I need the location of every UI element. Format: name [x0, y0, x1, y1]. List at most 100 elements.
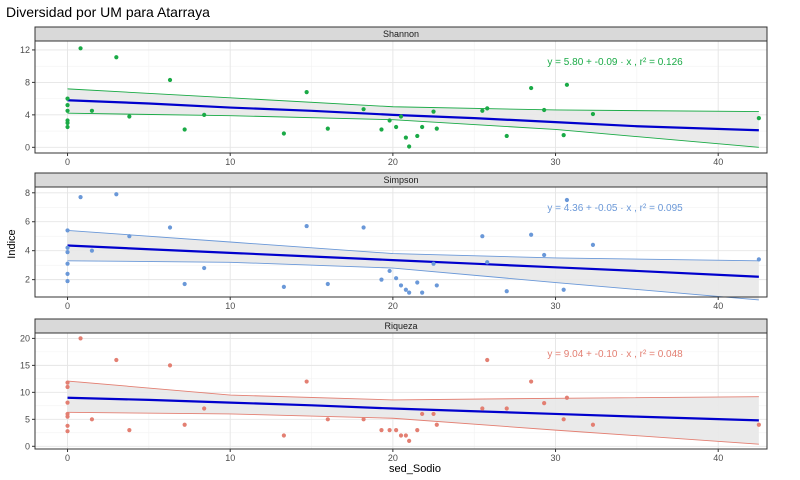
data-point [65, 118, 70, 123]
data-point [434, 283, 439, 288]
data-point [325, 281, 330, 287]
panel-simpson: Simpson y = 4.36 + -0.05 · x , r² = 0.095… [25, 172, 768, 311]
data-point [398, 114, 404, 119]
data-point [529, 379, 534, 384]
confidence-band [67, 381, 759, 445]
y-tick-label: 12 [20, 45, 30, 55]
data-point [167, 363, 173, 368]
data-point [65, 380, 70, 385]
data-point [542, 401, 547, 406]
y-axis: 0 5 10 15 20 [20, 333, 35, 451]
data-point [756, 116, 761, 121]
confidence-band [67, 88, 759, 148]
data-point [65, 400, 70, 405]
data-point [65, 250, 70, 255]
data-point [114, 357, 119, 363]
data-point [65, 108, 70, 113]
x-tick-label: 0 [65, 453, 70, 463]
y-tick-label: 2 [25, 275, 30, 285]
panel-border [34, 40, 768, 154]
data-point [114, 55, 119, 60]
data-point [434, 126, 439, 131]
data-point [403, 433, 408, 438]
data-point [431, 261, 436, 266]
data-point [167, 225, 173, 230]
data-point [504, 289, 509, 294]
x-tick-label: 10 [225, 453, 235, 463]
data-point [304, 90, 309, 95]
y-tick-label: 6 [25, 217, 30, 227]
data-point [756, 422, 761, 427]
x-tick-label: 0 [65, 301, 70, 311]
data-point [407, 290, 412, 295]
facet-panels: Shannon y = 5.80 + -0.09 · x , r² = 0.126… [20, 26, 768, 463]
data-point [65, 429, 70, 434]
confidence-lower-line [67, 260, 759, 301]
confidence-upper-line [67, 229, 759, 262]
x-tick-label: 40 [713, 301, 723, 311]
x-axis: 0 10 20 30 40 [65, 297, 723, 311]
confidence-lower-line [67, 112, 759, 148]
data-point [304, 223, 309, 229]
y-tick-label: 5 [25, 414, 30, 424]
data-point [89, 108, 95, 113]
x-tick-label: 30 [551, 453, 561, 463]
trend-line [67, 396, 759, 422]
x-tick-label: 40 [713, 157, 723, 167]
data-point [394, 428, 399, 433]
y-tick-label: 15 [20, 360, 30, 370]
chart-title: Diversidad por UM para Atarraya [6, 4, 210, 20]
data-points [65, 192, 761, 295]
data-point [420, 124, 425, 130]
strip-label: Shannon [383, 29, 419, 39]
data-point [361, 417, 366, 422]
confidence-upper-line [67, 380, 759, 401]
panel-border [34, 186, 768, 298]
data-point [182, 422, 187, 427]
data-point [65, 384, 70, 390]
data-point [281, 284, 286, 289]
x-tick-label: 30 [551, 157, 561, 167]
data-point [415, 428, 420, 433]
data-point [407, 438, 412, 444]
y-tick-label: 8 [25, 77, 30, 87]
data-point [387, 428, 392, 433]
data-point [415, 280, 420, 285]
data-point [127, 114, 132, 119]
x-tick-label: 20 [388, 157, 398, 167]
data-point [485, 106, 490, 111]
regression-equation: y = 4.36 + -0.05 · x , r² = 0.095 [547, 203, 683, 214]
data-point [394, 124, 399, 130]
data-points [65, 336, 761, 444]
y-tick-label: 0 [25, 441, 30, 451]
y-axis-title: Indice [6, 229, 18, 258]
data-point [485, 357, 490, 363]
data-point [564, 197, 570, 203]
data-point [89, 417, 95, 422]
confidence-band [67, 230, 759, 300]
data-point [65, 261, 70, 266]
data-point [78, 46, 83, 51]
data-point [387, 118, 392, 123]
strip-label: Simpson [383, 175, 418, 185]
data-point [529, 232, 534, 237]
y-tick-label: 4 [25, 246, 30, 256]
data-point [202, 112, 207, 117]
data-point [281, 131, 286, 136]
panel-border [34, 332, 768, 450]
data-point [127, 428, 132, 433]
data-point [202, 265, 207, 271]
data-point [65, 124, 70, 130]
data-point [542, 107, 547, 113]
data-point [504, 133, 509, 139]
x-tick-label: 20 [388, 301, 398, 311]
data-point [420, 290, 425, 295]
data-point [420, 411, 425, 417]
data-point [398, 283, 404, 288]
y-tick-label: 8 [25, 188, 30, 198]
data-points [65, 46, 761, 149]
regression-equation: y = 5.80 + -0.09 · x , r² = 0.126 [547, 57, 683, 68]
data-point [590, 111, 596, 117]
data-point [325, 126, 330, 131]
